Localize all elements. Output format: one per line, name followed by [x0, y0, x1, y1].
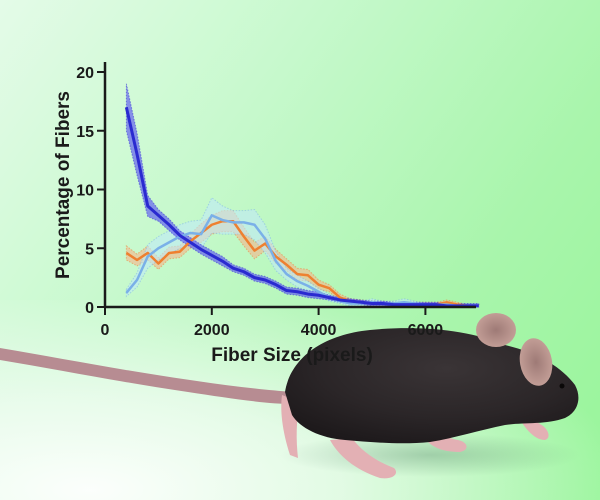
x-tick-label: 6000: [408, 322, 444, 339]
x-axis-ticks: 0 2000 4000 6000: [101, 307, 444, 339]
y-tick-label: 20: [76, 65, 94, 82]
mouse-tail: [0, 348, 294, 404]
mouse-eye: [559, 383, 565, 389]
x-tick-label: 4000: [301, 322, 337, 339]
y-tick-label: 15: [76, 124, 94, 141]
y-tick-label: 0: [85, 300, 94, 317]
x-tick-label: 2000: [194, 322, 230, 339]
mouse-ear-front: [519, 338, 553, 386]
mouse-body: [285, 328, 579, 444]
y-axis-title: Percentage of Fibers: [53, 91, 74, 279]
series-lines: [124, 106, 479, 308]
y-tick-label: 5: [85, 241, 94, 258]
mouse-ear-back: [476, 313, 516, 347]
series-line-dark-blue: [124, 106, 479, 308]
y-axis-ticks: 0 5 10 15 20: [76, 65, 105, 317]
y-tick-label: 10: [76, 183, 94, 200]
mouse-hind-foot: [330, 438, 397, 479]
x-axis-title: Fiber Size (pixels): [211, 345, 373, 366]
x-tick-label: 0: [101, 322, 110, 339]
